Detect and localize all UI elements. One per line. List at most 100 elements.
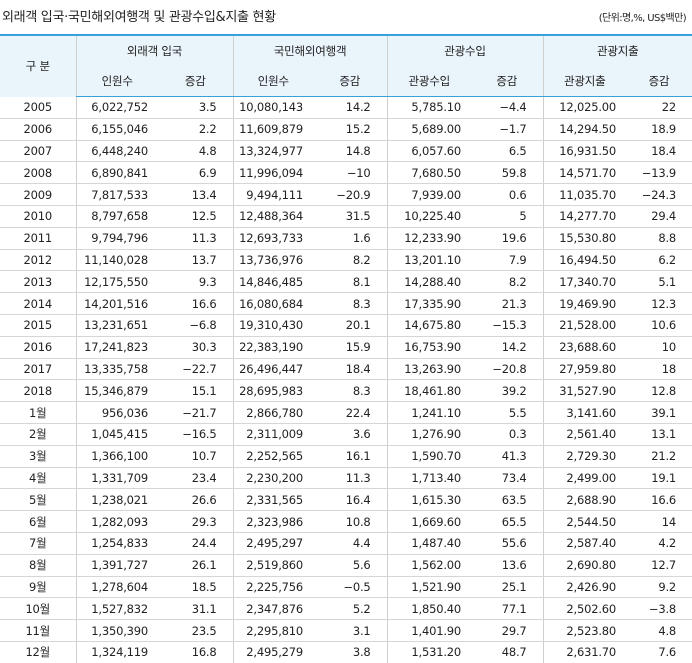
table-cell: 63.5 xyxy=(471,488,544,512)
table-cell: 11.3 xyxy=(313,467,388,490)
table-cell: 1,527,832 xyxy=(75,597,158,621)
table-cell: 12,233.90 xyxy=(386,227,472,250)
table-cell: 1,331,709 xyxy=(75,467,158,490)
table-cell: 10.6 xyxy=(626,314,692,337)
table-cell: 22.4 xyxy=(313,401,388,424)
table-cell: 10.8 xyxy=(313,510,388,533)
table-cell: 59.8 xyxy=(471,161,544,185)
table-cell: 14.2 xyxy=(313,96,388,119)
table-cell: 956,036 xyxy=(75,401,158,424)
table-cell: 29.3 xyxy=(158,510,234,533)
table-cell: −0.5 xyxy=(313,576,388,599)
table-cell: 14,288.40 xyxy=(386,270,472,294)
row-label: 2월 xyxy=(0,423,76,446)
table-cell: 19,469.90 xyxy=(542,292,627,315)
table-cell: −16.5 xyxy=(158,423,234,446)
table-cell: 77.1 xyxy=(471,597,544,621)
table-cell: −4.4 xyxy=(471,96,544,119)
table-cell: 20.1 xyxy=(313,314,388,337)
row-label: 2014 xyxy=(0,292,76,315)
table-row: 2012 11,140,028 13.7 13,736,976 8.2 13,201.10… xyxy=(0,249,692,272)
table-row: 9월 1,278,604 18.5 2,225,756 −0.5 1,521.90 25.1… xyxy=(0,576,692,599)
subheader: 증감 xyxy=(313,66,388,97)
table-cell: 1,850.40 xyxy=(386,597,472,621)
table-row: 2015 13,231,651 −6.8 19,310,430 20.1 14,675.8… xyxy=(0,314,692,337)
table-cell: 7,680.50 xyxy=(386,161,472,185)
table-cell: 39.1 xyxy=(626,401,692,424)
table-row: 3월 1,366,100 10.7 2,252,565 16.1 1,590.70 41.3… xyxy=(0,445,692,468)
table-row: 2월 1,045,415 −16.5 2,311,009 3.6 1,276.90 0.3 2… xyxy=(0,423,692,446)
table-cell: 11.3 xyxy=(158,227,234,250)
report-header: 외래객 입국·국민해외여행객 및 관광수입&지출 현황 (단위:명,%, US$… xyxy=(0,0,692,34)
row-label: 3월 xyxy=(0,445,76,468)
table-cell: −13.9 xyxy=(626,161,692,185)
table-cell: 1,713.40 xyxy=(386,467,472,490)
table-cell: 26.6 xyxy=(158,488,234,512)
table-cell: 1,278,604 xyxy=(75,576,158,599)
table-row: 2016 17,241,823 30.3 22,383,190 15.9 16,753.9… xyxy=(0,336,692,359)
subheader: 증감 xyxy=(471,66,544,97)
table-cell: 1,366,100 xyxy=(75,445,158,468)
table-row: 2010 8,797,658 12.5 12,488,364 31.5 10,225.40… xyxy=(0,205,692,228)
table-cell: 2,230,200 xyxy=(232,467,314,490)
table-cell: 2,587.40 xyxy=(542,532,627,555)
table-cell: 15,346,879 xyxy=(75,379,158,403)
row-label: 2009 xyxy=(0,183,76,206)
table-row: 2005 6,022,752 3.5 10,080,143 14.2 5,785.10 −4… xyxy=(0,96,692,119)
table-cell: 3.6 xyxy=(313,423,388,446)
table-cell: 2,331,565 xyxy=(232,488,314,512)
table-body: 2005 6,022,752 3.5 10,080,143 14.2 5,785.10 −4… xyxy=(0,96,692,663)
table-cell: 21.3 xyxy=(471,292,544,315)
table-row: 2018 15,346,879 15.1 28,695,983 8.3 18,461.80… xyxy=(0,379,692,403)
group-header-outbound: 국민해외여행객 xyxy=(232,34,388,66)
row-label: 2011 xyxy=(0,227,76,250)
table-cell: 17,340.70 xyxy=(542,270,627,294)
table-cell: 30.3 xyxy=(158,336,234,359)
table-cell: 1,276.90 xyxy=(386,423,472,446)
row-label: 1월 xyxy=(0,401,76,424)
table-cell: −20.8 xyxy=(471,358,544,381)
row-label: 2017 xyxy=(0,358,76,381)
table-cell: 31,527.90 xyxy=(542,379,627,403)
table-cell: 19.1 xyxy=(626,467,692,490)
table-cell: 10,225.40 xyxy=(386,205,472,228)
table-cell: 55.6 xyxy=(471,532,544,555)
table-cell: 13.1 xyxy=(626,423,692,446)
table-cell: 12.7 xyxy=(626,554,692,577)
table-cell: 14,201,516 xyxy=(75,292,158,315)
table-cell: 14,846,485 xyxy=(232,270,314,294)
table-row: 10월 1,527,832 31.1 2,347,876 5.2 1,850.40 77.1… xyxy=(0,597,692,621)
table-cell: 18.4 xyxy=(626,140,692,163)
table-cell: 1,590.70 xyxy=(386,445,472,468)
table-cell: 65.5 xyxy=(471,510,544,533)
table-cell: 2,426.90 xyxy=(542,576,627,599)
table-cell: 14,294.50 xyxy=(542,118,627,141)
table-cell: 12.3 xyxy=(626,292,692,315)
table-cell: 14.2 xyxy=(471,336,544,359)
table-row: 2014 14,201,516 16.6 16,080,684 8.3 17,335.90… xyxy=(0,292,692,315)
table-cell: 29.4 xyxy=(626,205,692,228)
table-row: 2006 6,155,046 2.2 11,609,879 15.2 5,689.00 −1… xyxy=(0,118,692,141)
row-label: 2012 xyxy=(0,249,76,272)
subheader: 관광수입 xyxy=(386,66,472,97)
row-label: 2013 xyxy=(0,270,76,294)
row-label: 10월 xyxy=(0,597,76,621)
table-cell: 1,391,727 xyxy=(75,554,158,577)
table-cell: 2,499.00 xyxy=(542,467,627,490)
table-cell: 15,530.80 xyxy=(542,227,627,250)
table-row: 1월 956,036 −21.7 2,866,780 22.4 1,241.10 5.5 3,… xyxy=(0,401,692,424)
table-cell: 8.3 xyxy=(313,379,388,403)
table-row: 5월 1,238,021 26.6 2,331,565 16.4 1,615.30 63.5… xyxy=(0,488,692,512)
row-label: 2005 xyxy=(0,96,76,119)
table-cell: 1,324,119 xyxy=(75,641,158,663)
table-cell: −20.9 xyxy=(313,183,388,206)
table-cell: 26,496,447 xyxy=(232,358,314,381)
table-cell: 25.1 xyxy=(471,576,544,599)
unit-note: (단위:명,%, US$백만) xyxy=(598,13,687,24)
row-label: 2010 xyxy=(0,205,76,228)
table-cell: 12,175,550 xyxy=(75,270,158,294)
row-label: 2006 xyxy=(0,118,76,141)
table-cell: 9.3 xyxy=(158,270,234,294)
subheader: 증감 xyxy=(626,66,692,97)
table-cell: 7.6 xyxy=(658,645,677,660)
